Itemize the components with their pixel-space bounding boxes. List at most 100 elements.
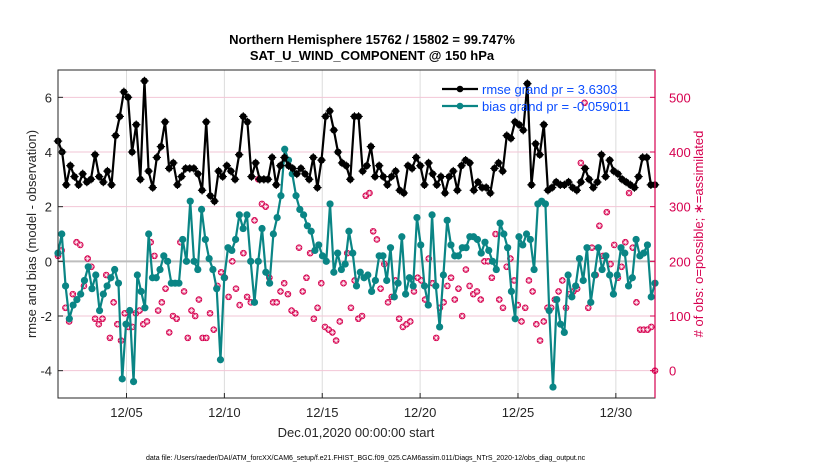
rmse-point [210, 197, 219, 206]
bias-point [330, 268, 338, 276]
bias-point [485, 246, 493, 254]
obs-marker [295, 244, 303, 251]
y-tick-label: 2 [45, 200, 52, 215]
rmse-point [173, 180, 182, 189]
obs-marker [188, 307, 195, 314]
obs-marker-star [596, 223, 602, 229]
rmse-point [94, 172, 104, 181]
rmse-point-star [642, 153, 651, 162]
rmse-point-star [449, 166, 458, 176]
bias-point [606, 271, 614, 279]
obs-marker-star [170, 313, 176, 319]
bias-point [602, 252, 610, 260]
rmse-point-star [481, 183, 491, 192]
obs-marker-star [589, 245, 595, 251]
rmse-point [152, 153, 162, 162]
rmse-point-star [136, 175, 145, 184]
rmse-point [62, 180, 71, 189]
x-tick-label: 12/25 [502, 405, 535, 420]
rmse-point [263, 175, 273, 184]
bias-point [443, 216, 451, 224]
rmse-point [601, 172, 610, 181]
obs-marker [347, 304, 355, 312]
obs-marker-star [300, 288, 306, 294]
obs-marker [110, 299, 117, 306]
rmse-point-star [119, 87, 129, 97]
obs-marker-star [611, 242, 617, 248]
rmse-point-star [494, 158, 503, 168]
obs-marker-star [151, 253, 157, 259]
obs-marker [577, 159, 585, 167]
bias-point [163, 257, 172, 265]
rmse-point [197, 186, 207, 195]
rmse-point-star [86, 175, 96, 184]
y2-tick-label: 100 [669, 309, 691, 324]
rmse-point-star [164, 164, 174, 173]
rmse-point-star [358, 166, 367, 176]
obs-marker [180, 288, 188, 295]
rmse-point [514, 120, 524, 129]
bias-point [647, 293, 655, 301]
rmse-point [156, 142, 166, 151]
obs-marker-star [511, 277, 517, 283]
rmse-point-star [234, 150, 244, 159]
obs-marker-star [200, 335, 206, 341]
rmse-point-star [366, 142, 376, 151]
bias-point [545, 306, 553, 315]
x-tick-label: 12/15 [306, 405, 339, 420]
y-tick-label: 6 [45, 90, 52, 105]
obs-marker [243, 293, 251, 301]
obs-marker [236, 301, 243, 309]
bias-point [560, 328, 568, 336]
bias-point [462, 244, 470, 252]
bias-point [511, 315, 519, 323]
x-tick-label: 12/20 [404, 405, 437, 420]
obs-marker-star [311, 316, 317, 322]
bias-point [424, 301, 432, 309]
rmse-point-star [547, 183, 557, 192]
obs-marker [284, 290, 292, 298]
rmse-point [362, 161, 371, 170]
obs-marker [106, 334, 114, 342]
bias-point [318, 252, 327, 260]
bias-point [84, 263, 92, 271]
obs-marker [165, 329, 173, 336]
obs-marker-star [481, 258, 487, 264]
rmse-point [453, 186, 462, 195]
bias-point [65, 315, 73, 323]
rmse-point [127, 147, 137, 157]
obs-marker [292, 309, 299, 317]
bias-point [549, 383, 557, 391]
y2-axis-label: # of obs: o=possible; ∗=assimilated [691, 131, 706, 338]
rmse-point [148, 183, 157, 192]
rmse-point [580, 164, 590, 173]
obs-marker-star [374, 236, 380, 242]
obs-marker [499, 304, 507, 312]
obs-marker-star [463, 267, 469, 273]
obs-marker [162, 285, 169, 292]
obs-marker [369, 227, 377, 235]
obs-marker [99, 315, 106, 323]
obs-marker-star [322, 324, 328, 330]
bias-point [190, 257, 198, 265]
obs-marker [625, 189, 633, 197]
obs-marker-star [396, 316, 402, 322]
bias-point [258, 224, 266, 233]
obs-marker-star [240, 250, 246, 256]
obs-marker-star [277, 288, 283, 294]
obs-marker-star [99, 316, 105, 322]
rmse-point [593, 177, 602, 187]
bias-point [390, 293, 398, 301]
bias-point [428, 211, 436, 219]
rmse-point-star [189, 164, 199, 173]
bias-point [477, 249, 485, 257]
rmse-point-star [70, 172, 79, 181]
rmse-point [432, 180, 441, 189]
obs-marker-star [341, 280, 347, 286]
x-tick-label: 12/10 [208, 405, 241, 420]
obs-marker-star [444, 283, 450, 289]
rmse-point-star [613, 169, 623, 179]
rmse-point-star [490, 164, 499, 173]
obs-marker-star [318, 280, 324, 286]
x-tick-label: 12/05 [110, 405, 143, 420]
